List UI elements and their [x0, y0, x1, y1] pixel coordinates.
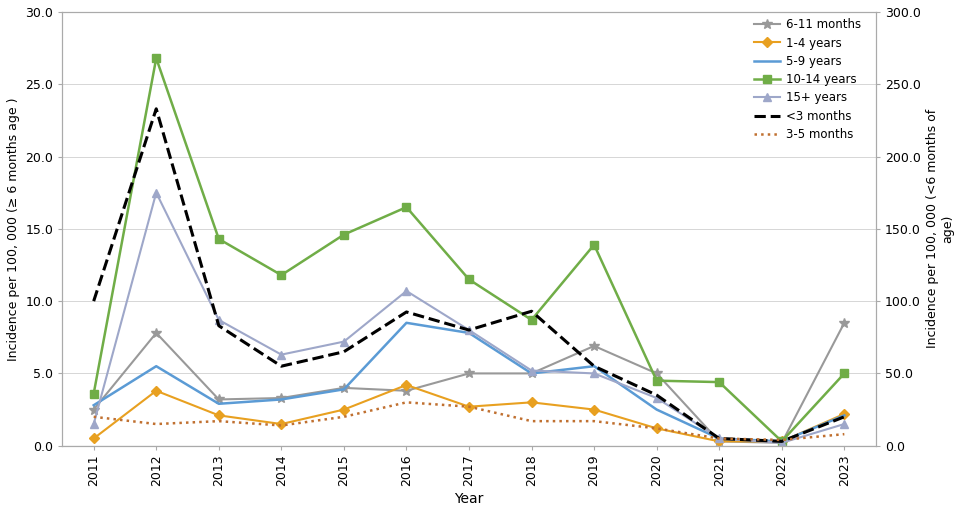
Y-axis label: Incidence per 100, 000 (<6 months of
age): Incidence per 100, 000 (<6 months of age… — [926, 109, 954, 348]
Legend: 6-11 months, 1-4 years, 5-9 years, 10-14 years, 15+ years, <3 months, 3-5 months: 6-11 months, 1-4 years, 5-9 years, 10-14… — [750, 13, 866, 146]
Y-axis label: Incidence per 100, 000 (≥ 6 months age ): Incidence per 100, 000 (≥ 6 months age ) — [7, 97, 20, 361]
X-axis label: Year: Year — [455, 492, 483, 506]
